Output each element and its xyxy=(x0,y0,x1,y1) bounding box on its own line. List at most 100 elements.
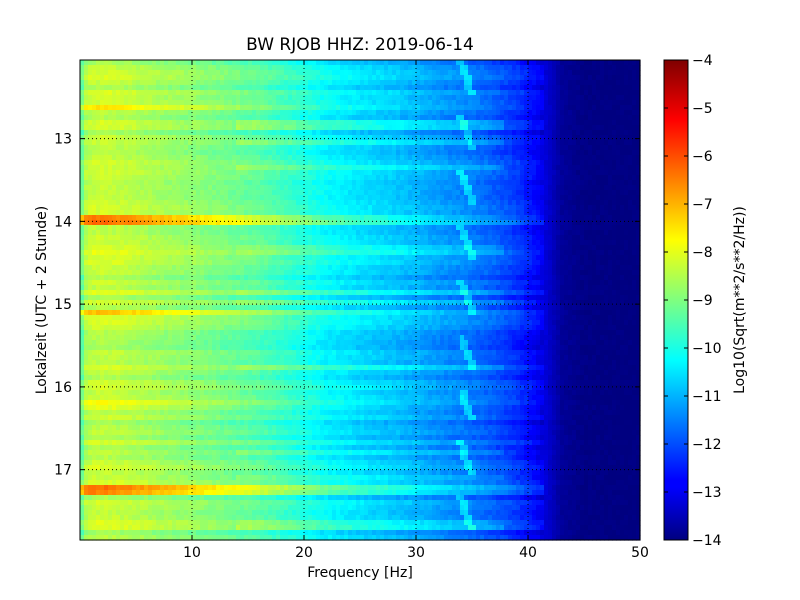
heatmap-cell xyxy=(188,165,193,171)
heatmap-cell xyxy=(528,130,533,136)
heatmap-cell xyxy=(452,150,457,156)
heatmap-cell xyxy=(496,90,501,96)
heatmap-cell xyxy=(596,65,601,71)
heatmap-cell xyxy=(232,135,237,141)
heatmap-cell xyxy=(496,185,501,191)
heatmap-cell xyxy=(116,120,121,126)
heatmap-cell xyxy=(620,125,625,131)
heatmap-cell xyxy=(448,125,453,131)
heatmap-cell xyxy=(436,100,441,106)
heatmap-cell xyxy=(268,140,273,146)
heatmap-cell xyxy=(260,120,265,126)
heatmap-cell xyxy=(492,165,497,171)
heatmap-cell xyxy=(220,95,225,101)
heatmap-cell xyxy=(456,130,461,136)
heatmap-cell xyxy=(80,120,85,126)
heatmap-cell xyxy=(140,180,145,186)
heatmap-cell xyxy=(524,225,529,231)
heatmap-cell xyxy=(272,115,277,121)
heatmap-cell xyxy=(320,140,325,146)
heatmap-cell xyxy=(560,155,565,161)
heatmap-cell xyxy=(468,70,473,76)
heatmap-cell xyxy=(128,160,133,166)
heatmap-cell xyxy=(220,165,225,171)
heatmap-cell xyxy=(428,205,433,211)
heatmap-cell xyxy=(536,60,541,66)
heatmap-cell xyxy=(624,80,629,86)
heatmap-cell xyxy=(500,180,505,186)
heatmap-cell xyxy=(100,145,105,151)
heatmap-cell xyxy=(308,170,313,176)
heatmap-cell xyxy=(524,175,529,181)
heatmap-cell xyxy=(240,195,245,201)
heatmap-cell xyxy=(620,65,625,71)
heatmap-cell xyxy=(276,155,281,161)
heatmap-cell xyxy=(152,120,157,126)
heatmap-cell xyxy=(440,205,445,211)
heatmap-cell xyxy=(224,100,229,106)
heatmap-cell xyxy=(104,205,109,211)
heatmap-cell xyxy=(276,140,281,146)
heatmap-cell xyxy=(148,215,153,221)
heatmap-cell xyxy=(616,65,621,71)
heatmap-cell xyxy=(456,165,461,171)
heatmap-cell xyxy=(228,105,233,111)
heatmap-cell xyxy=(344,115,349,121)
heatmap-cell xyxy=(544,85,549,91)
heatmap-cell xyxy=(292,230,297,236)
heatmap-cell xyxy=(156,60,161,66)
heatmap-cell xyxy=(128,100,133,106)
heatmap-cell xyxy=(304,180,309,186)
heatmap-cell xyxy=(172,180,177,186)
heatmap-cell xyxy=(612,145,617,151)
heatmap-cell xyxy=(564,100,569,106)
heatmap-cell xyxy=(452,205,457,211)
heatmap-cell xyxy=(228,190,233,196)
heatmap-cell xyxy=(388,190,393,196)
heatmap-cell xyxy=(504,175,509,181)
heatmap-cell xyxy=(424,80,429,86)
heatmap-cell xyxy=(200,155,205,161)
heatmap-cell xyxy=(380,120,385,126)
heatmap-cell xyxy=(552,135,557,141)
heatmap-cell xyxy=(512,170,517,176)
heatmap-cell xyxy=(552,70,557,76)
heatmap-cell xyxy=(256,205,261,211)
heatmap-cell xyxy=(408,230,413,236)
heatmap-cell xyxy=(592,100,597,106)
heatmap-cell xyxy=(224,75,229,81)
heatmap-cell xyxy=(232,120,237,126)
heatmap-cell xyxy=(480,60,485,66)
heatmap-cell xyxy=(208,130,213,136)
heatmap-cell xyxy=(592,110,597,116)
heatmap-cell xyxy=(396,80,401,86)
heatmap-cell xyxy=(616,165,621,171)
heatmap-cell xyxy=(396,100,401,106)
heatmap-cell xyxy=(476,180,481,186)
heatmap-cell xyxy=(608,65,613,71)
heatmap-cell xyxy=(632,210,637,216)
heatmap-cell xyxy=(332,110,337,116)
heatmap-cell xyxy=(448,110,453,116)
heatmap-cell xyxy=(560,160,565,166)
heatmap-cell xyxy=(548,165,553,171)
heatmap-cell xyxy=(232,200,237,206)
heatmap-cell xyxy=(116,150,121,156)
heatmap-cell xyxy=(308,230,313,236)
heatmap-cell xyxy=(584,125,589,131)
heatmap-cell xyxy=(200,110,205,116)
heatmap-cell xyxy=(84,85,89,91)
heatmap-cell xyxy=(276,110,281,116)
heatmap-cell xyxy=(144,90,149,96)
heatmap-cell xyxy=(280,115,285,121)
heatmap-cell xyxy=(240,115,245,121)
heatmap-cell xyxy=(484,165,489,171)
heatmap-cell xyxy=(460,105,465,111)
heatmap-cell xyxy=(332,165,337,171)
heatmap-cell xyxy=(636,125,641,131)
heatmap-cell xyxy=(296,200,301,206)
heatmap-cell xyxy=(208,185,213,191)
heatmap-cell xyxy=(584,190,589,196)
heatmap-cell xyxy=(216,75,221,81)
heatmap-cell xyxy=(496,225,501,231)
